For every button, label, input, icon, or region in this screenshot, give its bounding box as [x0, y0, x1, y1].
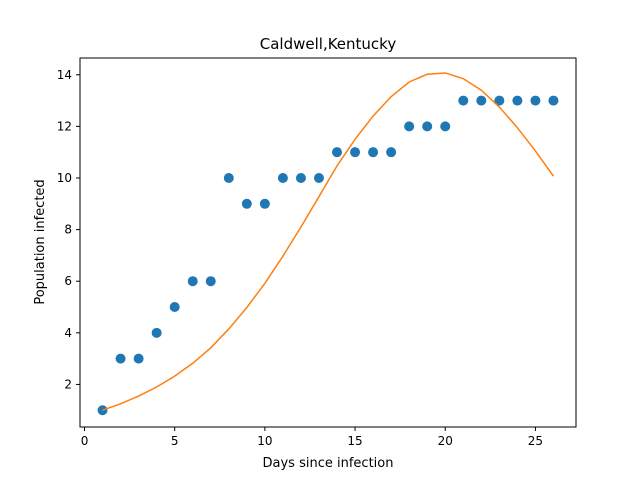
data-point [368, 147, 379, 158]
data-point [512, 95, 523, 106]
data-point [548, 95, 559, 106]
data-point [313, 172, 324, 183]
y-tick-label: 6 [64, 274, 72, 288]
data-point [494, 95, 505, 106]
data-point [241, 198, 252, 209]
data-point [530, 95, 541, 106]
data-point [458, 95, 469, 106]
data-point [151, 327, 162, 338]
data-point [295, 172, 306, 183]
data-point [386, 147, 397, 158]
x-axis-label: Days since infection [263, 456, 394, 471]
y-tick-label: 8 [64, 223, 72, 237]
data-point [476, 95, 487, 106]
plot-frame [79, 57, 577, 428]
x-tick-label: 25 [528, 434, 543, 448]
data-point [169, 302, 180, 313]
y-tick-label: 14 [57, 68, 72, 82]
data-point [332, 147, 343, 158]
x-tick-label: 5 [171, 434, 179, 448]
data-point [133, 353, 144, 364]
y-axis-label: Population infected [33, 179, 48, 304]
plot-marks [97, 72, 559, 416]
data-point [440, 121, 451, 132]
data-point [259, 198, 270, 209]
data-point [187, 276, 198, 287]
x-axis: 0 5 10 15 20 25 [81, 427, 543, 448]
y-axis: 2 4 6 8 10 12 14 [57, 68, 80, 391]
y-tick-label: 12 [57, 119, 72, 133]
data-point [223, 172, 234, 183]
data-point [205, 276, 216, 287]
x-tick-label: 15 [347, 434, 362, 448]
data-point [404, 121, 415, 132]
x-tick-label: 0 [81, 434, 89, 448]
data-point [350, 147, 361, 158]
chart-title: Caldwell,Kentucky [260, 35, 397, 53]
data-point [422, 121, 433, 132]
x-tick-label: 10 [257, 434, 272, 448]
data-point [115, 353, 126, 364]
y-tick-label: 2 [64, 377, 72, 391]
y-tick-label: 4 [64, 326, 72, 340]
fit-line [102, 72, 555, 411]
data-point [277, 172, 288, 183]
y-tick-label: 10 [57, 171, 72, 185]
x-tick-label: 20 [438, 434, 453, 448]
